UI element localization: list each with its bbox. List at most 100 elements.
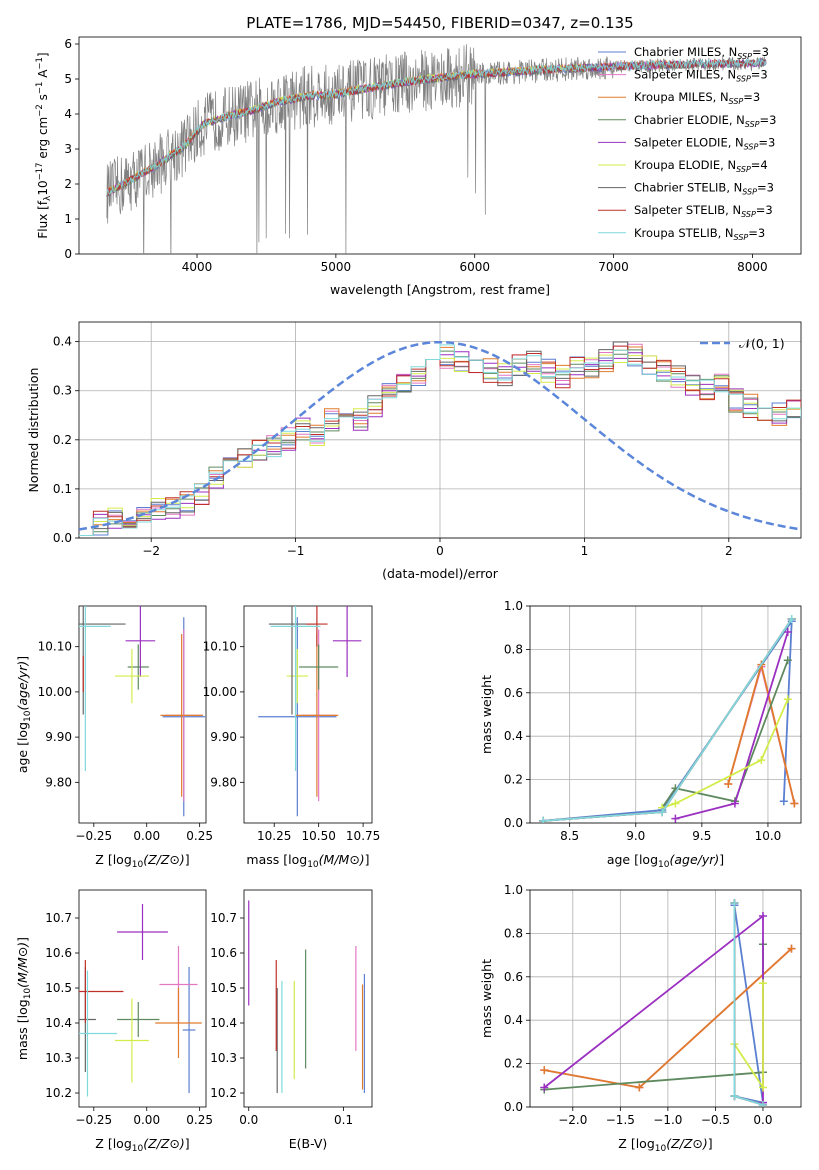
x-tick-label: 2 <box>725 544 733 558</box>
y-tick-label: 3 <box>64 142 72 156</box>
weight-line <box>544 944 764 1091</box>
residual-histogram-step <box>79 341 801 536</box>
y-tick-label: 10.5 <box>210 981 237 995</box>
y-tick-label: 10.2 <box>210 1086 237 1100</box>
weight-marker <box>671 814 680 823</box>
legend-label: Kroupa STELIB, NSSP=3 <box>634 226 765 242</box>
y-tick-label: 0.2 <box>504 773 523 787</box>
x-tick-label: −1.5 <box>606 1113 635 1127</box>
mass-weight-vs-age-panel: 8.5 9.0 9.5 10.0 0.0 0.2 0.4 0.6 0.8 1.0 age [log1… <box>479 599 802 870</box>
y-tick-label: 0.4 <box>504 729 523 743</box>
x-tick-label: −1 <box>287 544 305 558</box>
axes-frame <box>78 605 207 824</box>
weight-marker <box>758 1083 767 1092</box>
y-tick-label: 5 <box>64 72 72 86</box>
weight-marker <box>540 1083 549 1092</box>
errorbars <box>79 606 205 817</box>
errorbars <box>258 606 362 817</box>
y-tick-label: 0.2 <box>53 433 72 447</box>
axes-frame <box>78 36 802 255</box>
x-tick-label: −0.5 <box>701 1113 730 1127</box>
weight-line <box>675 631 789 820</box>
weight-marker <box>540 1066 549 1075</box>
x-tick-label: 9.0 <box>626 829 645 843</box>
axes-frame <box>529 889 802 1108</box>
residual-histograms <box>79 340 801 536</box>
x-axis-label: Z [log10(Z/Z⊙)] <box>618 1136 712 1154</box>
weight-marker <box>671 799 680 808</box>
x-tick-label: 0.1 <box>334 1113 353 1127</box>
y-tick-label: 10.00 <box>203 685 237 699</box>
figure-title: PLATE=1786, MJD=54450, FIBERID=0347, z=0… <box>246 14 633 32</box>
x-tick-label: 8000 <box>737 260 768 274</box>
weight-marker <box>539 816 548 823</box>
y-tick-label: 10.7 <box>45 911 72 925</box>
x-tick-label: 10.25 <box>257 829 291 843</box>
x-tick-label: −0.25 <box>75 1113 112 1127</box>
model-spectrum-line <box>106 59 766 197</box>
errorbars <box>79 904 202 1097</box>
y-tick-label: 0.8 <box>504 642 523 656</box>
x-tick-label: 8.5 <box>560 829 579 843</box>
errorbars <box>248 900 366 1093</box>
mass-weight-vs-metallicity-panel: −2.0 −1.5 −1.0 −0.5 0.0 0.0 0.2 0.4 0.6 0.8 1.0 Z [… <box>479 883 802 1154</box>
weight-line <box>543 618 793 822</box>
y-tick-label: 1 <box>64 212 72 226</box>
weight-marker <box>783 628 792 637</box>
y-tick-label: 9.90 <box>45 730 72 744</box>
legend-label: Salpeter STELIB, NSSP=3 <box>634 203 773 219</box>
y-tick-label: 9.90 <box>210 730 237 744</box>
weight-marker <box>779 797 788 806</box>
weight-marker <box>730 1092 739 1101</box>
x-tick-label: 10.50 <box>301 829 335 843</box>
model-spectrum-line <box>106 57 767 196</box>
weight-marker <box>658 808 667 817</box>
y-tick-label: 9.80 <box>45 775 72 789</box>
y-tick-label: 10.10 <box>38 640 72 654</box>
weight-marker <box>758 912 767 921</box>
weight-marker <box>757 756 766 765</box>
y-tick-label: 2 <box>64 177 72 191</box>
y-tick-label: 0.4 <box>504 1013 523 1027</box>
y-tick-label: 1.0 <box>504 883 523 897</box>
y-tick-label: 10.10 <box>203 640 237 654</box>
legend-label: 𝒩(0, 1) <box>739 336 785 351</box>
x-tick-label: −2 <box>142 544 160 558</box>
age-vs-metallicity-panel: −0.25 0.00 0.25 9.80 9.90 10.00 10.10 Z [log10(… <box>15 605 213 870</box>
x-tick-label: 10.0 <box>755 829 782 843</box>
y-tick-label: 10.3 <box>210 1051 237 1065</box>
y-tick-label: 10.4 <box>45 1016 72 1030</box>
y-axis-label: age [log10(age/yr)] <box>15 656 33 773</box>
spectrum-legend: Chabrier MILES, NSSP=3 Salpeter MILES, NS… <box>598 45 776 242</box>
x-tick-label: 9.5 <box>692 829 711 843</box>
y-tick-label: 10.7 <box>210 911 237 925</box>
residual-histogram-step <box>79 341 801 536</box>
legend-label: Chabrier ELODIE, NSSP=3 <box>634 113 776 129</box>
x-tick-label: 6000 <box>459 260 490 274</box>
y-axis-label: mass weight <box>479 959 494 1038</box>
weight-line <box>661 659 789 809</box>
y-tick-label: 6 <box>64 37 72 51</box>
y-tick-label: 0.3 <box>53 384 72 398</box>
y-tick-label: 0.6 <box>504 686 523 700</box>
legend-label: Chabrier STELIB, NSSP=3 <box>634 181 774 197</box>
residual-histogram-step <box>79 344 801 536</box>
legend-label: Salpeter ELODIE, NSSP=3 <box>634 135 775 151</box>
spectrum-panel: 4000 5000 6000 7000 8000 0 1 2 3 4 5 6 Chabrier MILE… <box>35 36 802 297</box>
x-tick-label: 0.0 <box>239 1113 258 1127</box>
weight-lines <box>540 899 796 1107</box>
weight-marker <box>758 979 767 988</box>
weight-marker <box>787 944 796 953</box>
y-tick-label: 0.0 <box>504 1100 523 1114</box>
x-tick-label: 5000 <box>321 260 352 274</box>
weight-marker <box>758 1100 767 1107</box>
y-tick-label: 0.6 <box>504 970 523 984</box>
axes-frame <box>529 605 802 824</box>
x-tick-label: 7000 <box>598 260 629 274</box>
x-tick-label: 4000 <box>182 260 213 274</box>
x-tick-label: 0.25 <box>186 829 213 843</box>
y-tick-label: 10.4 <box>210 1016 237 1030</box>
x-axis-label: Z [log10(Z/Z⊙)] <box>95 1136 189 1154</box>
y-tick-label: 10.6 <box>45 946 72 960</box>
